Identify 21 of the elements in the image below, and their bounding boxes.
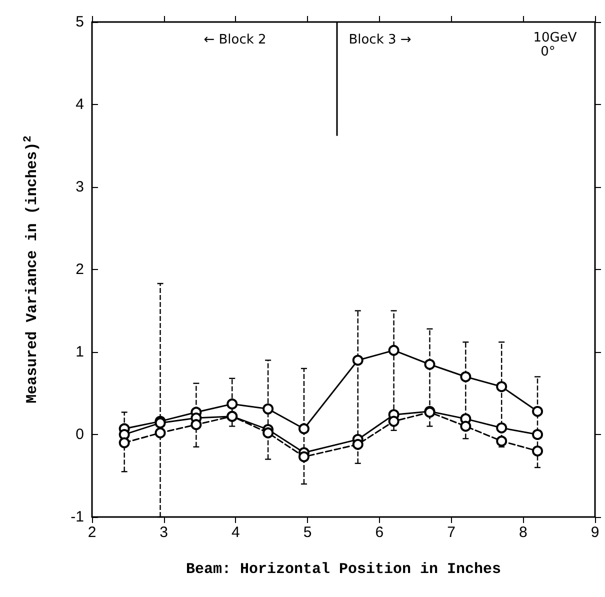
x-tick-label: 9 xyxy=(590,524,600,541)
y-tick-label: 5 xyxy=(76,14,84,30)
annotation: ← Block 2 xyxy=(204,32,266,48)
y-tick-label: 2 xyxy=(76,261,84,278)
annotation: 0° xyxy=(540,44,556,60)
x-tick-label: 5 xyxy=(303,524,312,541)
x-tick-label: 7 xyxy=(447,524,456,541)
y-tick-label: -1 xyxy=(70,508,84,526)
annotation: 10GeV xyxy=(533,30,577,46)
x-tick-label: 8 xyxy=(518,524,528,541)
x-tick-label: 6 xyxy=(375,524,384,541)
y-tick-label: 4 xyxy=(76,96,84,113)
y-tick-label: 0 xyxy=(76,426,84,443)
x-tick-label: 4 xyxy=(232,524,240,541)
x-axis-title: Beam: Horizontal Position in Inches xyxy=(186,561,502,578)
y-tick-label: 1 xyxy=(76,344,84,360)
x-tick-label: 3 xyxy=(160,524,168,541)
x-tick-label: 2 xyxy=(88,524,96,541)
y-tick-label: 3 xyxy=(76,178,84,196)
annotation: Block 3 → xyxy=(348,32,412,48)
y-axis-title: Measured Variance in (inches)2 xyxy=(22,136,41,404)
